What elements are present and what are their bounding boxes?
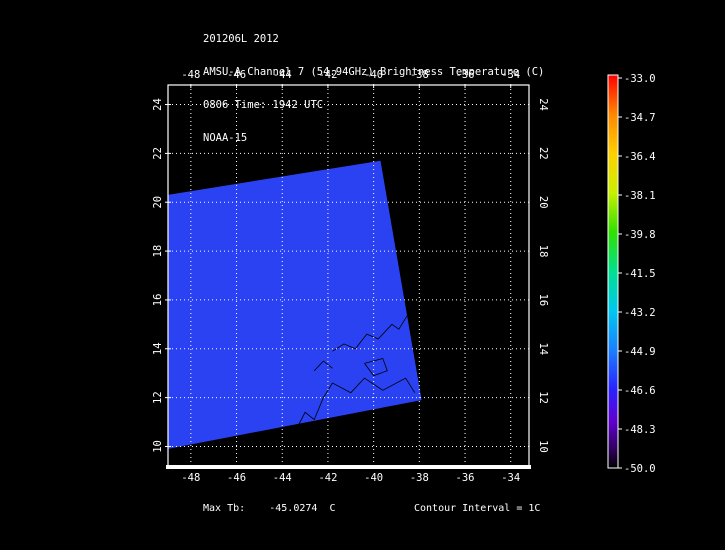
temperature-contour xyxy=(293,377,416,435)
lat-tick-label-left: 16 xyxy=(152,294,164,307)
map-bottom-border xyxy=(166,465,531,469)
colorbar-label: -44.9 xyxy=(624,346,656,358)
temperature-contour xyxy=(313,360,333,372)
lat-tick-label-right: 16 xyxy=(537,294,549,307)
lat-tick-label-left: 14 xyxy=(152,342,164,355)
lon-tick-label-top: -42 xyxy=(318,69,337,81)
contour-interval: Contour Interval = 1C xyxy=(414,503,541,514)
lon-tick-label-top: -46 xyxy=(227,69,246,81)
lon-tick-label-bottom: -44 xyxy=(273,472,292,484)
colorbar-label: -39.8 xyxy=(624,229,656,241)
time-title: 0806 Time: 1942 UTC xyxy=(203,99,324,111)
channel-title: AMSU-A Channel 7 (54.94GHz) Brightness T… xyxy=(203,66,545,78)
lon-tick-label-bottom: -36 xyxy=(456,472,475,484)
map-header: 201206L 2012 AMSU-A Channel 7 (54.94GHz)… xyxy=(203,12,544,155)
contour-layer xyxy=(293,314,416,435)
lon-tick-label-top: -38 xyxy=(410,69,429,81)
lat-tick-label-left: 10 xyxy=(152,440,164,453)
colorbar-label: -48.3 xyxy=(624,424,656,436)
lat-tick-label-right: 12 xyxy=(537,391,549,404)
lat-tick-label-right: 20 xyxy=(537,196,549,209)
lat-tick-label-right: 18 xyxy=(537,245,549,258)
max-tb-readout: Max Tb: -45.0274 C xyxy=(203,503,336,514)
storm-title: 201206L 2012 xyxy=(203,33,279,45)
lat-tick-label-left: 18 xyxy=(152,245,164,258)
lon-tick-label-top: -40 xyxy=(364,69,383,81)
colorbar xyxy=(607,74,619,469)
colorbar-label: -38.1 xyxy=(624,190,656,202)
temperature-contour xyxy=(332,314,409,352)
lat-tick-label-left: 12 xyxy=(152,391,164,404)
colorbar-label: -50.0 xyxy=(624,463,656,475)
tick-layer: -48 -48 -46 -46 -44 -44 -42 -42 -40 -40 -38 -38 -36 -… xyxy=(152,69,549,484)
temperature-contour xyxy=(364,358,388,377)
lon-tick-label-bottom: -40 xyxy=(364,472,383,484)
colorbar-label: -33.0 xyxy=(624,73,656,85)
lon-tick-label-top: -36 xyxy=(456,69,475,81)
lat-tick-label-right: 24 xyxy=(537,98,549,111)
grid-layer xyxy=(168,85,529,466)
lat-tick-label-left: 24 xyxy=(152,98,164,111)
colorbar-label: -46.6 xyxy=(624,385,656,397)
lat-tick-label-right: 14 xyxy=(537,342,549,355)
lon-tick-label-bottom: -46 xyxy=(227,472,246,484)
colorbar-label: -41.5 xyxy=(624,268,656,280)
lon-tick-label-top: -48 xyxy=(181,69,200,81)
colorbar-label: -36.4 xyxy=(624,151,656,163)
max-tb-unit: C xyxy=(329,503,336,514)
lon-tick-label-bottom: -34 xyxy=(501,472,520,484)
lat-tick-label-right: 22 xyxy=(537,147,549,160)
lon-tick-label-bottom: -48 xyxy=(181,472,200,484)
lon-tick-label-bottom: -42 xyxy=(318,472,337,484)
lat-tick-label-right: 10 xyxy=(537,440,549,453)
lon-tick-label-top: -44 xyxy=(273,69,292,81)
satellite-title: NOAA-15 xyxy=(203,132,248,144)
satellite-swath xyxy=(168,160,422,449)
swath-layer xyxy=(168,160,422,449)
lat-tick-label-left: 20 xyxy=(152,196,164,209)
lon-tick-label-top: -34 xyxy=(501,69,520,81)
max-tb-value: -45.0274 xyxy=(269,503,318,514)
colorbar-label: -43.2 xyxy=(624,307,656,319)
max-tb-label: Max Tb: xyxy=(203,503,246,514)
colorbar-label: -34.7 xyxy=(624,112,656,124)
lon-tick-label-bottom: -38 xyxy=(410,472,429,484)
lat-tick-label-left: 22 xyxy=(152,147,164,160)
colorbar-labels: -33.0 -34.7 -36.4 -38.1 -39.8 -41.5 -43.2 -44.9… xyxy=(618,73,656,475)
